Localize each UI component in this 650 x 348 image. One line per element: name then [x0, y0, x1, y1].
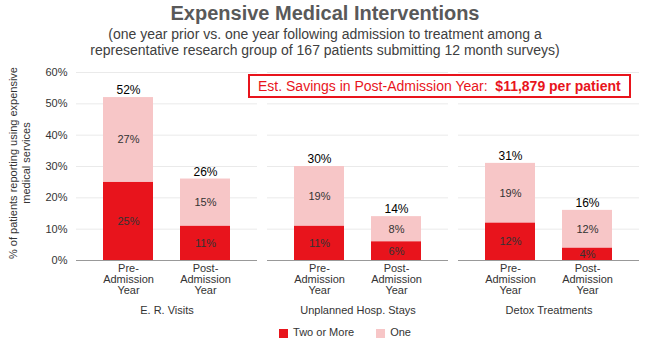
svg-text:12%: 12%: [576, 223, 598, 235]
html-text:One: One: [390, 326, 411, 338]
svg-text:12%: 12%: [499, 235, 521, 247]
html-text:Expensive Medical Intervention: Expensive Medical Interventions: [170, 2, 480, 24]
svg-text:4%: 4%: [580, 248, 596, 260]
svg-text:31%: 31%: [498, 149, 522, 163]
svg-text:19%: 19%: [499, 187, 521, 199]
svg-text:Pre-AdmissionYear: Pre-AdmissionYear: [103, 262, 154, 296]
svg-text:Detox Treatments: Detox Treatments: [506, 304, 593, 316]
svg-text:Post-AdmissionYear: Post-AdmissionYear: [371, 262, 422, 296]
svg-text:25%: 25%: [117, 215, 139, 227]
svg-text:11%: 11%: [195, 237, 216, 249]
svg-text:14%: 14%: [384, 202, 408, 216]
html-text:% of patients reporting using: % of patients reporting using expensive …: [7, 67, 32, 259]
svg-text:20%: 20%: [45, 191, 67, 203]
svg-text:40%: 40%: [45, 129, 67, 141]
svg-text:11%: 11%: [309, 237, 330, 249]
svg-text:Post-AdmissionYear: Post-AdmissionYear: [562, 262, 613, 296]
svg-text:60%: 60%: [45, 66, 67, 78]
svg-text:19%: 19%: [308, 190, 330, 202]
svg-text:15%: 15%: [194, 196, 216, 208]
html-text:(one year prior vs. one year f: (one year prior vs. one year following a…: [90, 26, 560, 58]
svg-text:6%: 6%: [389, 245, 405, 257]
svg-text:10%: 10%: [45, 223, 67, 235]
html-text:Two or More: Two or More: [293, 326, 355, 338]
html-text:Est. Savings in Post-Admission: Est. Savings in Post-Admission Year: $11…: [258, 78, 621, 94]
svg-text:Unplanned Hosp. Stays: Unplanned Hosp. Stays: [300, 304, 416, 316]
svg-text:E. R. Visits: E. R. Visits: [140, 304, 194, 316]
svg-text:30%: 30%: [307, 152, 331, 166]
svg-text:50%: 50%: [45, 97, 67, 109]
svg-text:8%: 8%: [389, 223, 405, 235]
svg-text:Pre-AdmissionYear: Pre-AdmissionYear: [485, 262, 536, 296]
svg-text:16%: 16%: [575, 196, 599, 210]
svg-text:30%: 30%: [45, 160, 67, 172]
svg-text:Post-AdmissionYear: Post-AdmissionYear: [180, 262, 231, 296]
svg-text:Pre-AdmissionYear: Pre-AdmissionYear: [294, 262, 345, 296]
svg-text:0%: 0%: [52, 254, 68, 266]
svg-text:26%: 26%: [193, 165, 217, 179]
svg-text:52%: 52%: [116, 83, 140, 97]
svg-text:27%: 27%: [117, 133, 139, 145]
